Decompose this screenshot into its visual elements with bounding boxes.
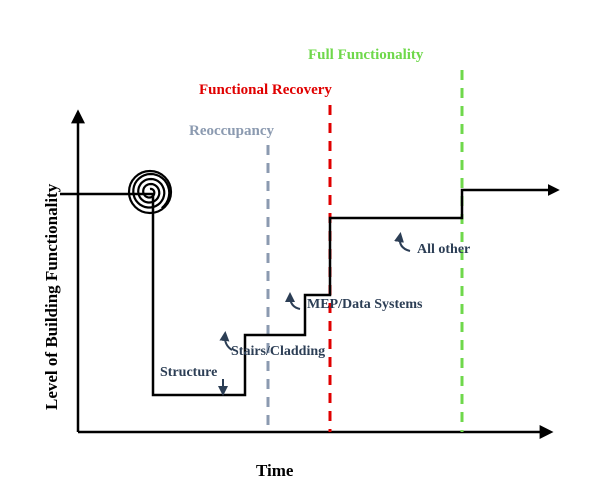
diagram-container: Level of Building Functionality Time Reo… [0,0,600,500]
milestone-full-functionality-label: Full Functionality [308,47,423,64]
milestone-functional-recovery-label: Functional Recovery [199,82,332,99]
milestone-reoccupancy-label: Reoccupancy [189,123,274,140]
diagram-svg [0,0,600,500]
x-axis-label: Time [256,461,293,481]
annotation-stairs-cladding: Stairs/Cladding [231,344,325,360]
y-axis-label: Level of Building Functionality [42,184,62,410]
annotation-mep-data: MEP/Data Systems [307,297,423,313]
annotation-structure: Structure [160,365,217,381]
annotation-all-other: All other [417,242,470,258]
